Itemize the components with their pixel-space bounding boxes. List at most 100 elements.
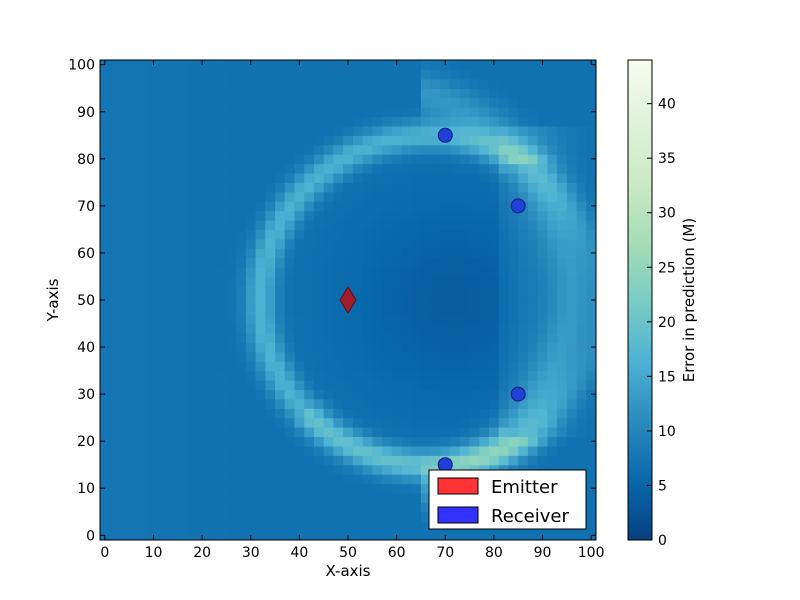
heatmap-cell bbox=[100, 521, 111, 532]
heatmap-cell bbox=[323, 314, 335, 325]
heatmap-cell bbox=[255, 285, 266, 296]
heatmap-cell bbox=[275, 60, 286, 71]
heatmap-cell bbox=[557, 220, 568, 231]
heatmap-cell bbox=[158, 361, 169, 372]
heatmap-cell bbox=[129, 229, 140, 240]
heatmap-cell bbox=[469, 398, 480, 409]
heatmap-cell bbox=[382, 201, 393, 212]
heatmap-cell bbox=[294, 116, 305, 127]
heatmap-cell bbox=[284, 125, 296, 136]
heatmap-cell bbox=[158, 342, 169, 353]
heatmap-cell bbox=[119, 210, 130, 221]
heatmap-cell bbox=[236, 182, 247, 193]
heatmap-cell bbox=[187, 191, 198, 202]
heatmap-cell bbox=[323, 144, 335, 155]
heatmap-cell bbox=[372, 78, 383, 89]
heatmap-cell bbox=[430, 380, 441, 391]
heatmap-cell bbox=[469, 88, 480, 99]
heatmap-cell bbox=[129, 464, 140, 475]
heatmap-cell bbox=[586, 229, 596, 240]
heatmap-cell bbox=[275, 521, 286, 532]
heatmap-cell bbox=[479, 314, 490, 325]
heatmap-cell bbox=[177, 511, 189, 522]
heatmap-cell bbox=[255, 398, 266, 409]
heatmap-cell bbox=[275, 97, 286, 108]
heatmap-cell bbox=[275, 154, 286, 165]
heatmap-cell bbox=[294, 257, 305, 268]
heatmap-cell bbox=[304, 332, 315, 343]
heatmap-cell bbox=[343, 436, 354, 447]
heatmap-cell bbox=[158, 474, 169, 485]
heatmap-cell bbox=[119, 276, 130, 287]
heatmap-cell bbox=[401, 427, 412, 438]
heatmap-cell bbox=[420, 267, 432, 278]
heatmap-cell bbox=[333, 267, 344, 278]
heatmap-cell bbox=[304, 323, 315, 334]
heatmap-cell bbox=[323, 380, 335, 391]
heatmap-cell bbox=[343, 267, 354, 278]
heatmap-cell bbox=[459, 276, 471, 287]
heatmap-cell bbox=[323, 107, 335, 118]
heatmap-cell bbox=[498, 125, 510, 136]
heatmap-cell bbox=[168, 285, 179, 296]
heatmap-cell bbox=[109, 182, 121, 193]
heatmap-cell bbox=[586, 135, 596, 146]
heatmap-cell bbox=[440, 210, 451, 221]
heatmap-cell bbox=[333, 135, 344, 146]
heatmap-cell bbox=[323, 361, 335, 372]
heatmap-cell bbox=[420, 332, 432, 343]
heatmap-cell bbox=[508, 144, 519, 155]
heatmap-cell bbox=[586, 220, 596, 231]
heatmap-cell bbox=[362, 201, 373, 212]
heatmap-cell bbox=[187, 107, 198, 118]
heatmap-cell bbox=[343, 107, 354, 118]
heatmap-cell bbox=[284, 285, 296, 296]
heatmap-cell bbox=[586, 116, 596, 127]
heatmap-cell bbox=[275, 116, 286, 127]
heatmap-cell bbox=[168, 276, 179, 287]
heatmap-cell bbox=[100, 125, 111, 136]
heatmap-cell bbox=[333, 107, 344, 118]
heatmap-cell bbox=[527, 323, 539, 334]
heatmap-cell bbox=[168, 78, 179, 89]
heatmap-cell bbox=[119, 97, 130, 108]
heatmap-cell bbox=[537, 257, 548, 268]
heatmap-cell bbox=[129, 201, 140, 212]
heatmap-cell bbox=[109, 521, 121, 532]
heatmap-cell bbox=[206, 125, 218, 136]
heatmap-cell bbox=[197, 464, 208, 475]
heatmap-cell bbox=[479, 267, 490, 278]
heatmap-cell bbox=[294, 380, 305, 391]
heatmap-cell bbox=[294, 502, 305, 513]
heatmap-cell bbox=[459, 455, 471, 466]
heatmap-cell bbox=[275, 78, 286, 89]
heatmap-cell bbox=[420, 191, 432, 202]
heatmap-cell bbox=[138, 389, 150, 400]
heatmap-cell bbox=[158, 163, 169, 174]
heatmap-cell bbox=[508, 427, 519, 438]
heatmap-cell bbox=[168, 116, 179, 127]
heatmap-cell bbox=[420, 511, 432, 522]
y-tick-label: 30 bbox=[77, 387, 95, 403]
heatmap-cell bbox=[566, 163, 578, 174]
heatmap-cell bbox=[537, 380, 548, 391]
heatmap-cell bbox=[226, 492, 237, 503]
heatmap-cell bbox=[508, 248, 519, 259]
heatmap-cell bbox=[216, 323, 228, 334]
heatmap-cell bbox=[206, 285, 218, 296]
heatmap-cell bbox=[177, 502, 189, 513]
heatmap-cell bbox=[459, 69, 471, 80]
heatmap-cell bbox=[216, 220, 228, 231]
heatmap-cell bbox=[304, 445, 315, 456]
heatmap-cell bbox=[401, 191, 412, 202]
heatmap-cell bbox=[508, 257, 519, 268]
heatmap-cell bbox=[547, 398, 558, 409]
heatmap-cell bbox=[197, 182, 208, 193]
heatmap-cell bbox=[138, 474, 150, 485]
heatmap-cell bbox=[527, 257, 539, 268]
heatmap-cell bbox=[498, 342, 510, 353]
heatmap-cell bbox=[129, 511, 140, 522]
heatmap-cell bbox=[294, 229, 305, 240]
heatmap-cell bbox=[362, 154, 373, 165]
heatmap-cell bbox=[138, 276, 150, 287]
